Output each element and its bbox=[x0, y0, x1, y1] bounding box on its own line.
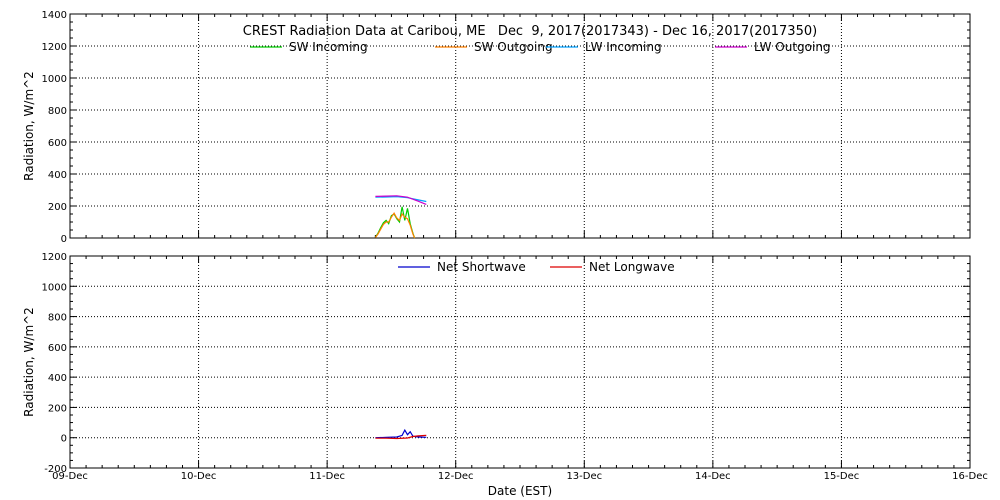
plot-frame bbox=[69, 13, 971, 239]
legend-label: SW Outgoing bbox=[474, 40, 553, 54]
y-tick-label: 200 bbox=[48, 202, 67, 213]
x-tick-label: 11-Dec bbox=[309, 471, 345, 482]
bottom-panel: 09-Dec 10-Dec 11-Dec 12-Dec 13-Dec 14-Dec 15-D… bbox=[22, 252, 988, 482]
y-axis-label: Radiation, W/m^2 bbox=[22, 307, 36, 417]
y-tick-label: 0 bbox=[61, 234, 67, 245]
plot-frame bbox=[69, 255, 971, 469]
y-tick-label: 1000 bbox=[42, 74, 67, 85]
y-tick-label: 1000 bbox=[42, 282, 67, 293]
legend-label: Net Shortwave bbox=[437, 260, 526, 274]
x-tick-label: 12-Dec bbox=[438, 471, 474, 482]
y-tick-label: 400 bbox=[48, 373, 67, 384]
x-tick-label: 14-Dec bbox=[695, 471, 731, 482]
series-line-net-shortwave bbox=[375, 428, 427, 439]
legend-label: Net Longwave bbox=[589, 260, 675, 274]
y-tick-label: 800 bbox=[48, 313, 67, 324]
legend-label: LW Outgoing bbox=[754, 40, 831, 54]
x-tick-label: 13-Dec bbox=[566, 471, 602, 482]
legend-label: LW Incoming bbox=[585, 40, 662, 54]
series-line-net-longwave bbox=[375, 434, 427, 440]
x-tick-label: 10-Dec bbox=[181, 471, 217, 482]
y-tick-label: 0 bbox=[61, 434, 67, 445]
y-tick-label: -200 bbox=[44, 464, 67, 475]
y-tick-label: 1200 bbox=[42, 42, 67, 53]
chart-title: CREST Radiation Data at Caribou, ME Dec … bbox=[243, 24, 817, 39]
y-tick-label: 1200 bbox=[42, 252, 67, 263]
x-tick-label: 09-Dec bbox=[52, 471, 88, 482]
y-tick-label: 200 bbox=[48, 403, 67, 414]
x-tick-label: 15-Dec bbox=[824, 471, 860, 482]
series-line-lw-incoming bbox=[375, 196, 427, 203]
y-tick-label: 800 bbox=[48, 106, 67, 117]
y-tick-label: 600 bbox=[48, 138, 67, 149]
x-axis-label: Date (EST) bbox=[488, 484, 552, 498]
y-tick-label: 400 bbox=[48, 170, 67, 181]
y-tick-label: 600 bbox=[48, 343, 67, 354]
legend-label: SW Incoming bbox=[289, 40, 368, 54]
y-tick-label: 1400 bbox=[42, 10, 67, 21]
series-line-sw-outgoing bbox=[374, 212, 416, 239]
y-axis-label: Radiation, W/m^2 bbox=[22, 71, 36, 181]
top-panel: 0 200 400 600 800 1000 1200 1400 Radiation, W/m^… bbox=[22, 10, 971, 245]
x-tick-label: 16-Dec bbox=[952, 471, 988, 482]
series-line-lw-outgoing bbox=[375, 195, 427, 205]
